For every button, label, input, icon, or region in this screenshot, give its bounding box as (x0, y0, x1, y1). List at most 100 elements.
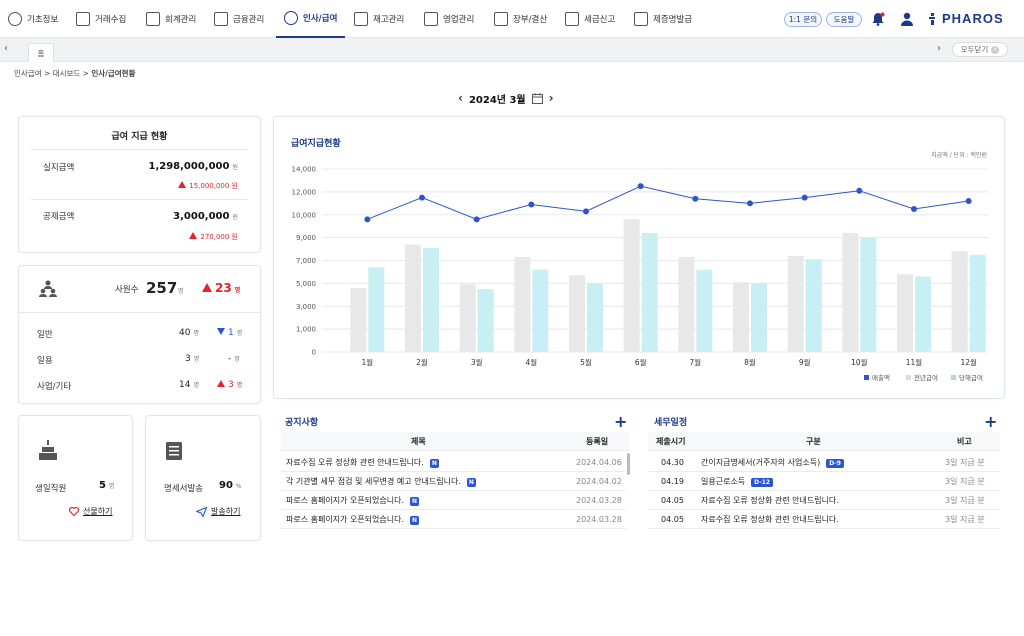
notices-header: 제목 등록일 (281, 432, 630, 451)
bar-current-year (641, 233, 658, 352)
next-month-icon[interactable]: › (548, 91, 554, 105)
net-pay-change-value: 15,000,000 원 (189, 182, 238, 190)
notice-row[interactable]: 파로스 홈페이지가 오픈되었습니다. N 2024.03.28 (281, 491, 626, 510)
help-button[interactable]: 도움말 (826, 12, 862, 27)
value: 90 (219, 480, 233, 491)
send-payslip-link[interactable]: 발송하기 (196, 506, 240, 517)
add-notice-button[interactable]: + (614, 412, 628, 431)
unit: 명 (178, 288, 184, 295)
net-pay-value-wrap: 1,298,000,000 원 (148, 161, 238, 172)
nav-item-basic-info[interactable]: 기초정보 (8, 0, 58, 38)
column-header: 제목 (411, 436, 426, 446)
prev-month-icon[interactable]: ‹ (458, 91, 463, 105)
notices-scrollbar[interactable] (627, 453, 630, 475)
notices-panel: 공지사항 + 제목 등록일 자료수집 오류 정상화 관련 안내드립니다. N 202… (273, 408, 630, 533)
calculator-icon (494, 12, 508, 26)
user-icon[interactable] (900, 12, 914, 26)
bell-icon[interactable] (871, 12, 885, 26)
unit: 명 (234, 287, 241, 294)
link-label: 선물하기 (83, 507, 113, 516)
breadcrumb-item[interactable]: 인사급여 (14, 69, 42, 78)
nav-item-accounting[interactable]: 회계관리 (146, 0, 196, 38)
close-icon: × (991, 45, 1000, 54)
pay-summary-card: 급여 지급 현황 실지급액 1,298,000,000 원 15,000,000 … (18, 116, 261, 253)
notice-date: 2024.03.28 (576, 495, 622, 505)
sales-point (419, 194, 425, 201)
employee-type-daily: 일용 (37, 356, 53, 366)
bank-icon (214, 12, 228, 26)
x-tick-label: 1월 (361, 357, 373, 367)
add-schedule-button[interactable]: + (984, 412, 998, 431)
breadcrumb-item[interactable]: 대시보드 (52, 69, 81, 78)
up-triangle-icon (202, 283, 212, 292)
brand-logo: PHAROS (942, 11, 1004, 26)
schedule-note: 3일 지급 분 (945, 457, 985, 467)
tax-schedule-row[interactable]: 04.05 자료수집 오류 정상화 관련 안내드립니다. 3일 지급 분 (648, 491, 1000, 510)
unit: 명 (108, 483, 115, 490)
unit: 명 (234, 356, 240, 363)
collect-icon (76, 12, 90, 26)
d-day-badge: D-12 (751, 477, 774, 487)
notice-row[interactable]: 자료수집 오류 정상화 관련 안내드립니다. N 2024.04.06 (281, 453, 626, 472)
y-tick-label: 14,000 (292, 166, 317, 174)
legend-label: 당해급여 (959, 373, 983, 382)
chart-title: 급여지급현황 (291, 139, 341, 149)
x-tick-label: 2월 (416, 357, 428, 367)
y-tick-label: 9,000 (296, 234, 316, 242)
x-tick-label: 9월 (799, 357, 811, 367)
schedule-note: 3일 지급 분 (945, 514, 985, 524)
bar-prev-year (514, 257, 531, 352)
notice-title: 파로스 홈페이지가 오픈되었습니다. N (286, 495, 420, 506)
submit-date: 04.05 (661, 495, 684, 505)
sales-line (367, 185, 969, 220)
total-employees-value: 257 (146, 279, 178, 297)
x-tick-label: 10월 (851, 357, 868, 367)
unit: 명 (193, 356, 200, 363)
bar-current-year (477, 289, 494, 352)
nav-item-hr-payroll[interactable]: 인사/급여 (276, 0, 346, 38)
tax-schedule-row[interactable]: 04.05 자료수집 오류 정상화 관련 안내드립니다. 3일 지급 분 (648, 510, 1000, 529)
tab-home[interactable]: 홈 (28, 43, 54, 62)
deduction-value: 3,000,000 (173, 211, 230, 222)
sales-point (747, 200, 753, 207)
notice-row[interactable]: 각 기관별 세무 점검 및 세무변경 예고 안내드립니다. N 2024.04.02 (281, 472, 626, 491)
top-navigation: 기초정보 거래수집 회계관리 금융관리 인사/급여 재고관리 영업관리 장부/결… (0, 0, 1024, 38)
bar-current-year (805, 259, 822, 352)
tab-scroll-left-icon[interactable]: ‹ (4, 43, 8, 54)
tax-schedule-row[interactable]: 04.30 간이지급명세서(거주자의 사업소득) D-9 3일 지급 분 (648, 453, 1000, 472)
calendar-icon[interactable] (531, 92, 543, 104)
sales-point (364, 216, 371, 223)
d-day-badge: D-9 (826, 458, 844, 468)
nav-item-tax-filing[interactable]: 세금신고 (565, 0, 615, 38)
notice-row[interactable]: 파로스 홈페이지가 오픈되었습니다. N 2024.03.28 (281, 510, 626, 529)
send-gift-link[interactable]: 선물하기 (69, 506, 112, 517)
nav-item-finance[interactable]: 금융관리 (214, 0, 264, 38)
tab-scroll-right-icon[interactable]: › (937, 43, 941, 54)
close-all-tabs-button[interactable]: 모두닫기 × (952, 42, 1008, 57)
up-triangle-icon (178, 181, 187, 188)
nav-item-sales[interactable]: 영업관리 (424, 0, 474, 38)
bar-current-year (423, 247, 439, 352)
schedule-type: 간이지급명세서(거주자의 사업소득) D-9 (701, 457, 844, 468)
inquiry-button[interactable]: 1:1 문의 (784, 12, 822, 27)
net-pay-value: 1,298,000,000 (148, 161, 230, 172)
period-selector: ‹ 2024년 3월 › (458, 90, 554, 106)
nav-item-books-closing[interactable]: 장부/결산 (494, 0, 547, 38)
x-tick-label: 5월 (580, 357, 592, 367)
schedule-note: 3일 지급 분 (945, 476, 985, 486)
total-change-value: 23 (215, 281, 232, 295)
nav-item-transaction-collect[interactable]: 거래수집 (76, 0, 126, 38)
bar-prev-year (842, 233, 859, 352)
pay-summary-title: 급여 지급 현황 (111, 132, 168, 142)
bar-prev-year (897, 274, 913, 352)
x-tick-label: 11월 (906, 357, 923, 367)
tax-schedule-panel: 세무일정 + 제출시기 구분 비고 04.30 간이지급명세서(거주자의 사업소득… (645, 408, 1002, 533)
nav-item-inventory[interactable]: 재고관리 (354, 0, 404, 38)
chart-unit-note: 지급액 / 단위 : 백만원 (931, 152, 987, 159)
nav-item-certificates[interactable]: 제증명발급 (634, 0, 692, 38)
tax-schedule-row[interactable]: 04.19 일용근로소득 D-12 3일 지급 분 (648, 472, 1000, 491)
sales-point (583, 208, 589, 215)
